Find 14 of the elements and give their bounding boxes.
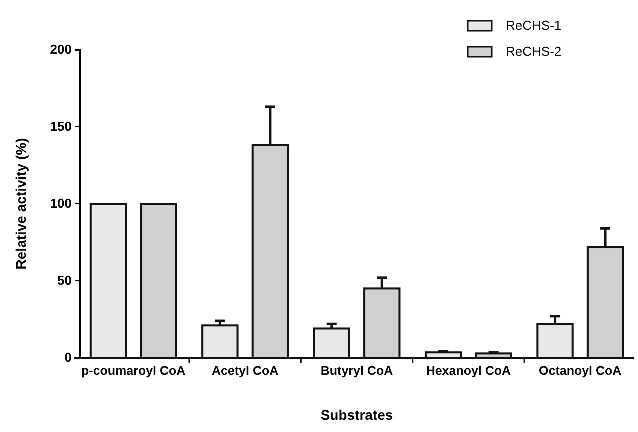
x-axis-title: Substrates <box>320 407 394 423</box>
y-tick-label: 0 <box>64 350 72 366</box>
legend-label: ReCHS-1 <box>506 18 562 33</box>
y-tick-label: 200 <box>50 42 72 58</box>
x-tick-label: Butyryl CoA <box>320 364 394 378</box>
x-tick-label: Acetyl CoA <box>212 364 279 378</box>
y-tick-label: 100 <box>50 196 72 212</box>
x-tick-label: Hexanoyl CoA <box>426 364 512 378</box>
x-tick-label: p-coumaroyl CoA <box>82 364 186 378</box>
y-tick-label: 50 <box>58 273 72 288</box>
legend-label: ReCHS-2 <box>506 44 562 59</box>
y-tick-label: 150 <box>50 119 72 134</box>
x-tick-label: Octanoyl CoA <box>539 364 622 378</box>
y-axis-title: Relative activity (%) <box>13 138 29 270</box>
